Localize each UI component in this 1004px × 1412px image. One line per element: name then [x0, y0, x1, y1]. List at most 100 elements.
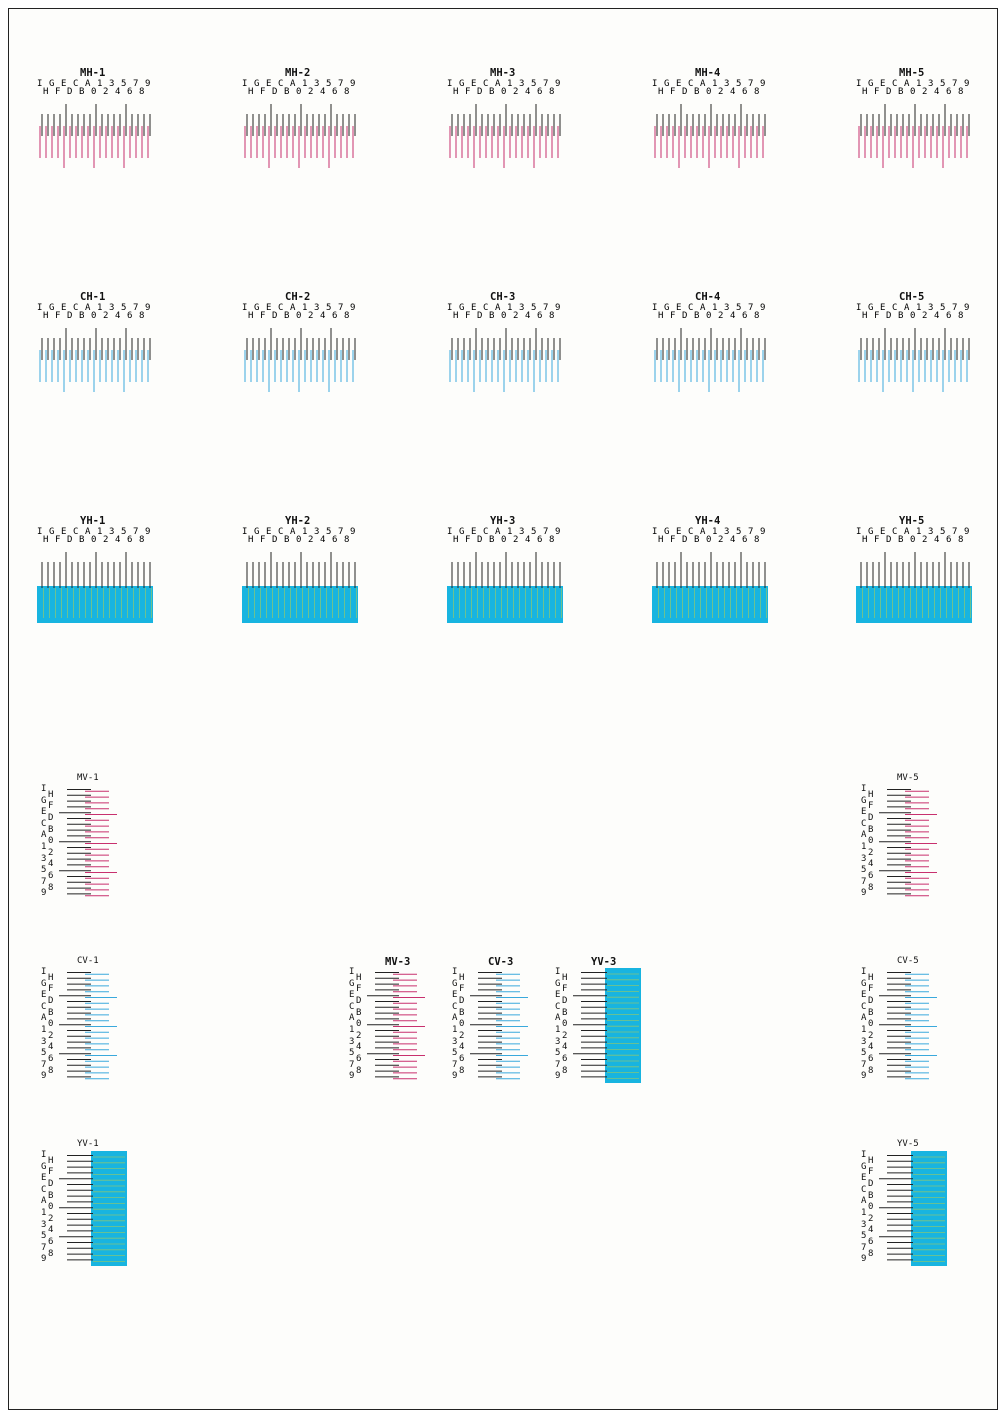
scale-label: C — [861, 1184, 867, 1195]
scale-label: G — [49, 79, 55, 89]
scale-label: 0 — [296, 535, 302, 545]
scale-label: C — [278, 527, 284, 537]
scale-label: F — [874, 87, 880, 97]
scale-label: G — [254, 527, 260, 537]
scale-label: 6 — [868, 1237, 874, 1247]
scale-label: 7 — [748, 303, 754, 313]
scale-label: G — [664, 303, 670, 313]
scale-label: 1 — [41, 1025, 47, 1035]
scale-label: 6 — [742, 535, 748, 545]
scale-label: 1 — [507, 303, 513, 313]
scale-label: 7 — [748, 79, 754, 89]
scale-label: A — [349, 1013, 355, 1024]
scale-label: 1 — [41, 842, 47, 852]
scale-label: 7 — [41, 1059, 47, 1070]
scale-label: B — [489, 87, 495, 97]
scale-label: E — [861, 807, 867, 818]
scale-label: C — [483, 79, 489, 89]
scale-label: E — [861, 1173, 867, 1184]
scale-label: 5 — [940, 303, 946, 313]
scale-label: 9 — [861, 1071, 867, 1082]
scale-label: 1 — [302, 303, 308, 313]
scale-label: 5 — [940, 527, 946, 537]
yellow-fill-block — [652, 586, 768, 623]
scale-label: 9 — [964, 79, 970, 89]
scale-label: A — [904, 79, 910, 89]
scale-label: 2 — [868, 1030, 874, 1041]
scale-label: 6 — [127, 311, 133, 321]
scale-label: D — [67, 311, 73, 321]
scale-label: C — [73, 303, 79, 313]
scale-label: 9 — [555, 527, 561, 537]
scale-label: C — [278, 79, 284, 89]
scale-label: B — [694, 311, 700, 321]
scale-label: 5 — [736, 79, 742, 89]
scale-label: 7 — [861, 1059, 867, 1070]
scale-label: 3 — [41, 853, 47, 864]
scale-label: I — [652, 303, 658, 313]
test-sheet: MH-1 I G E C A 1 3 5 7 9 H F D B 0 2 4 6 8 MH-2 I G E C A 1 3 5 7 9 H F D… — [8, 8, 998, 1410]
scale-label: 0 — [91, 311, 97, 321]
scale-label: G — [868, 527, 874, 537]
scale-label: H — [868, 972, 874, 983]
scale-label: 0 — [910, 87, 916, 97]
scale-label: 1 — [916, 303, 922, 313]
scale-label: 6 — [946, 87, 952, 97]
scale-label: 1 — [507, 527, 513, 537]
horizontal-pattern — [244, 104, 356, 168]
scale-label: 2 — [922, 311, 928, 321]
scale-label: 2 — [103, 311, 109, 321]
scale-label: F — [48, 801, 54, 812]
scale-label: 5 — [531, 79, 537, 89]
scale-label: A — [85, 79, 91, 89]
scale-label: 9 — [349, 1071, 355, 1082]
scale-label: 4 — [115, 311, 121, 321]
pattern-title: MH-4 — [695, 67, 721, 79]
scale-label: E — [471, 79, 477, 89]
scale-label: A — [85, 303, 91, 313]
scale-label: G — [861, 978, 867, 989]
yellow-fill-block — [911, 1151, 947, 1266]
pattern-title: YH-5 — [899, 515, 925, 527]
scale-label: H — [248, 535, 254, 545]
scale-label: 3 — [928, 303, 934, 313]
scale-label: 8 — [344, 311, 350, 321]
scale-label: 0 — [91, 535, 97, 545]
scale-label: 3 — [928, 79, 934, 89]
scale-label: A — [904, 527, 910, 537]
scale-label: 8 — [549, 311, 555, 321]
scale-label: 4 — [48, 1225, 54, 1236]
scale-label: 3 — [861, 853, 867, 864]
scale-label: 6 — [537, 311, 543, 321]
scale-label: H — [868, 1155, 874, 1166]
scale-label: 1 — [861, 1025, 867, 1035]
scale-label: A — [495, 79, 501, 89]
scale-label: 3 — [724, 303, 730, 313]
scale-label: I — [447, 527, 453, 537]
scale-label: E — [880, 527, 886, 537]
yellow-fill-block — [447, 586, 563, 623]
scale-label: F — [260, 535, 266, 545]
scale-label: 8 — [868, 1065, 874, 1076]
scale-label: E — [41, 1173, 47, 1184]
scale-label: F — [260, 87, 266, 97]
scale-label: A — [290, 527, 296, 537]
scale-label: 1 — [97, 303, 103, 313]
scale-label: 2 — [922, 535, 928, 545]
scale-label: 8 — [754, 87, 760, 97]
scale-label: I — [652, 527, 658, 537]
scale-label: 7 — [349, 1059, 355, 1070]
scale-label: 3 — [349, 1036, 355, 1047]
horizontal-pattern — [858, 104, 970, 168]
scale-label: E — [880, 303, 886, 313]
scale-label: 1 — [349, 1025, 355, 1035]
scale-label: I — [861, 1150, 867, 1160]
scale-label: B — [868, 824, 874, 835]
scale-label: 6 — [332, 311, 338, 321]
scale-label: A — [861, 830, 867, 841]
vertical-pattern — [879, 789, 937, 897]
scale-label: I — [856, 527, 862, 537]
scale-label: B — [694, 535, 700, 545]
scale-label: G — [868, 79, 874, 89]
scale-label: 3 — [109, 79, 115, 89]
